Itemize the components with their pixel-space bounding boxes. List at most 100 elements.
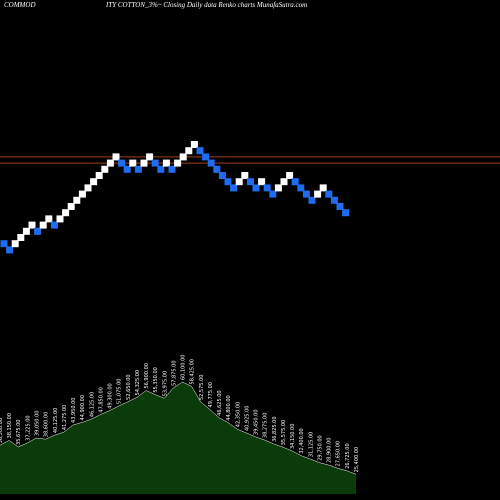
volume-label: 51,075.00 <box>117 379 123 404</box>
up-brick <box>62 209 70 217</box>
volume-area <box>0 381 357 494</box>
renko-bricks <box>0 141 350 254</box>
volume-label: 40,125.00 <box>53 408 59 433</box>
volume-label: 35,575.00 <box>281 420 287 445</box>
volume-label: 49,775.00 <box>208 382 214 407</box>
up-brick <box>174 159 182 167</box>
up-brick <box>129 159 137 167</box>
down-brick <box>246 178 254 186</box>
up-brick <box>274 184 282 192</box>
volume-label: 43,950.00 <box>71 398 77 423</box>
down-brick <box>157 165 165 173</box>
up-brick <box>241 172 249 179</box>
volume-label: 38,600.00 <box>44 412 50 437</box>
down-brick <box>207 159 215 167</box>
up-brick <box>319 184 327 192</box>
down-brick <box>118 159 126 167</box>
volume-label: 47,850.00 <box>98 387 104 412</box>
up-brick <box>11 240 19 248</box>
down-brick <box>218 172 226 179</box>
up-brick <box>185 147 193 155</box>
down-brick <box>302 190 310 198</box>
volume-label: 58,425.00 <box>190 359 196 384</box>
up-brick <box>140 159 148 167</box>
down-brick <box>230 184 238 192</box>
up-brick <box>56 215 64 223</box>
down-brick <box>269 190 277 198</box>
down-brick <box>297 184 305 192</box>
up-brick <box>28 221 36 229</box>
down-brick <box>291 178 299 186</box>
down-brick <box>224 178 232 186</box>
volume-label: 37,225.00 <box>25 415 31 440</box>
volume-label: 31,125.00 <box>308 432 314 457</box>
down-brick <box>213 165 221 173</box>
up-brick <box>78 190 86 198</box>
chart-title-left: COMMOD <box>4 1 36 9</box>
volume-label: 42,350.00 <box>235 402 241 427</box>
volume-label: 55,350.00 <box>153 367 159 392</box>
down-brick <box>336 203 344 210</box>
volume-labels: 36,300.00 38,150.00 35,675.00 37,225.00 39,0… <box>0 355 360 473</box>
up-brick <box>106 159 114 167</box>
down-brick <box>151 159 159 167</box>
down-brick <box>6 246 14 254</box>
down-brick <box>196 147 204 155</box>
volume-label: 36,300.00 <box>0 418 4 443</box>
volume-label: 28,900.00 <box>327 438 333 463</box>
volume-label: 41,275.00 <box>62 405 68 430</box>
volume-label: 38,150.00 <box>7 413 13 438</box>
volume-label: 29,750.00 <box>317 435 323 460</box>
volume-label: 44,800.00 <box>226 395 232 420</box>
up-brick <box>84 184 92 192</box>
down-brick <box>252 184 260 192</box>
volume-label: 46,625.00 <box>217 390 223 415</box>
volume-label: 32,400.00 <box>299 428 305 453</box>
down-brick <box>168 165 176 173</box>
volume-label: 49,300.00 <box>108 383 114 408</box>
down-brick <box>134 165 142 173</box>
down-brick <box>330 196 338 204</box>
up-brick <box>314 190 322 198</box>
volume-label: 44,900.00 <box>80 395 86 420</box>
up-brick <box>73 196 81 204</box>
up-brick <box>112 153 120 161</box>
volume-label: 54,325.00 <box>135 370 141 395</box>
down-brick <box>325 190 333 198</box>
volume-label: 56,900.00 <box>144 363 150 388</box>
volume-label: 52,650.00 <box>126 374 132 399</box>
up-brick <box>190 141 198 148</box>
down-brick <box>123 165 131 173</box>
up-brick <box>67 203 75 210</box>
volume-label: 27,650.00 <box>336 441 342 466</box>
up-brick <box>258 178 266 186</box>
up-brick <box>286 172 294 179</box>
volume-label: 40,925.00 <box>244 406 250 431</box>
price-level-lines <box>0 156 500 164</box>
up-brick <box>90 178 98 186</box>
down-brick <box>50 221 58 229</box>
down-brick <box>0 240 8 248</box>
up-brick <box>22 227 30 235</box>
volume-label: 52,575.00 <box>199 375 205 400</box>
volume-label: 60,100.00 <box>181 355 187 380</box>
volume-label: 38,275.00 <box>263 413 269 438</box>
up-brick <box>39 221 47 229</box>
volume-line <box>0 381 357 475</box>
up-brick <box>95 172 103 179</box>
up-brick <box>235 178 243 186</box>
volume-label: 36,825.00 <box>272 416 278 441</box>
volume-label: 34,150.00 <box>290 424 296 449</box>
down-brick <box>263 184 271 192</box>
volume-label: 35,675.00 <box>16 420 22 445</box>
up-brick <box>162 159 170 167</box>
down-brick <box>202 153 210 161</box>
chart-title-right: ITY COTTON_3%~ Closing Daily data Renko … <box>105 1 307 9</box>
down-brick <box>342 209 350 217</box>
volume-label: 46,125.00 <box>89 392 95 417</box>
volume-label: 57,875.00 <box>171 360 177 385</box>
volume-label: 53,975.00 <box>162 371 168 396</box>
up-brick <box>146 153 154 161</box>
volume-label: 25,400.00 <box>354 447 360 472</box>
